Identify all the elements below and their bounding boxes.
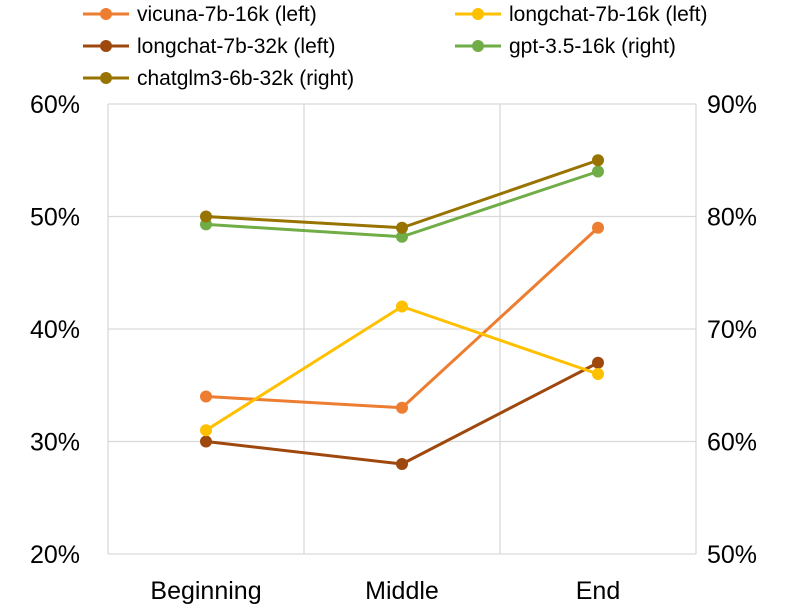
- data-point: [200, 435, 212, 448]
- data-point: [592, 368, 604, 380]
- legend-item: chatglm3-6b-32k (right): [83, 67, 354, 90]
- left-tick-label: 20%: [30, 541, 80, 569]
- right-tick-label: 70%: [707, 316, 757, 344]
- x-tick-label: Beginning: [150, 577, 261, 605]
- series-longchat-7b-32k: [200, 356, 604, 470]
- legend-marker: [100, 72, 112, 84]
- legend-label: chatglm3-6b-32k (right): [137, 67, 354, 90]
- data-point: [396, 401, 408, 414]
- left-tick-label: 50%: [30, 204, 80, 232]
- data-point: [592, 221, 604, 234]
- legend-item: vicuna-7b-16k (left): [83, 3, 317, 26]
- right-tick-label: 60%: [707, 429, 757, 457]
- x-tick-label: Middle: [365, 577, 439, 605]
- legend-label: longchat-7b-16k (left): [509, 3, 707, 26]
- legend-marker: [472, 8, 484, 20]
- series-line: [205, 226, 600, 410]
- left-tick-label: 40%: [30, 316, 80, 344]
- right-tick-label: 50%: [707, 541, 757, 569]
- data-point: [396, 458, 408, 470]
- data-point: [200, 424, 212, 437]
- data-point: [396, 230, 408, 243]
- data-point: [200, 210, 212, 223]
- right-axis: 50% 60% 70% 80% 90%: [707, 91, 757, 569]
- legend-item: longchat-7b-16k (left): [455, 3, 707, 26]
- data-point: [592, 154, 604, 167]
- legend-item: longchat-7b-32k (left): [83, 35, 335, 58]
- series-vicuna-7b-16k: [200, 221, 604, 414]
- legend-label: longchat-7b-32k (left): [137, 35, 335, 58]
- legend-marker: [472, 40, 484, 52]
- legend-marker: [100, 40, 112, 52]
- right-tick-label: 80%: [707, 204, 757, 232]
- x-tick-label: End: [576, 577, 620, 605]
- gridlines: [107, 103, 697, 555]
- left-tick-label: 60%: [30, 91, 80, 119]
- data-point: [200, 390, 212, 403]
- data-point: [592, 165, 604, 178]
- legend-label: gpt-3.5-16k (right): [509, 35, 676, 58]
- left-tick-label: 30%: [30, 429, 80, 457]
- left-axis: 20% 30% 40% 50% 60%: [30, 91, 80, 569]
- series-line: [205, 158, 599, 230]
- x-axis: Beginning Middle End: [150, 577, 620, 605]
- data-point: [396, 300, 408, 313]
- series-group: [200, 154, 604, 470]
- legend-marker: [100, 8, 112, 20]
- data-point: [592, 356, 604, 369]
- legend: vicuna-7b-16k (left) longchat-7b-16k (lef…: [83, 3, 707, 90]
- legend-item: gpt-3.5-16k (right): [455, 35, 676, 58]
- series-chatglm3-6b-32k: [200, 154, 604, 234]
- series-longchat-7b-16k: [200, 300, 604, 437]
- right-tick-label: 90%: [707, 91, 757, 119]
- data-point: [396, 221, 408, 234]
- legend-label: vicuna-7b-16k (left): [137, 3, 317, 26]
